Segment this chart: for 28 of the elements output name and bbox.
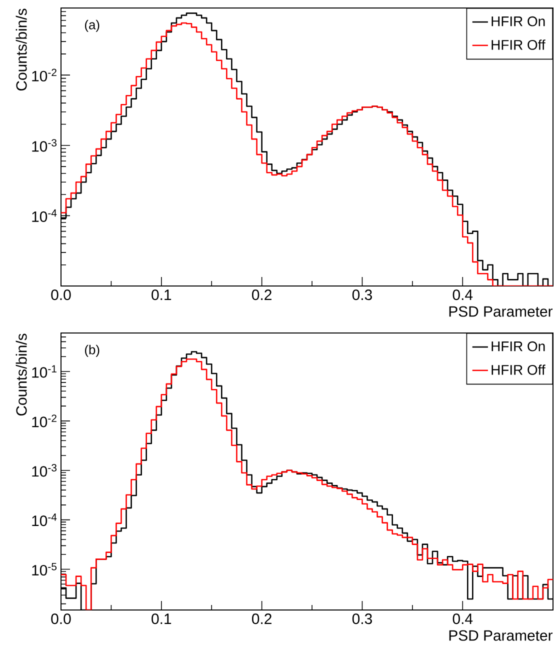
- y-tick-label: 10$^{-3}$: [32, 464, 57, 477]
- x-axis-title: PSD Parameter: [449, 630, 553, 641]
- y-axis-title: Counts/bin/s: [16, 334, 27, 416]
- y-tick-label: 10$^{-1}$: [32, 365, 56, 378]
- annotation: (a): [84, 20, 100, 32]
- x-tick-label: 0.0: [51, 290, 71, 300]
- x-tick-label: 0.1: [152, 614, 172, 624]
- legend-label: HFIR Off: [492, 364, 546, 375]
- legend-label: HFIR On: [492, 16, 545, 26]
- x-tick-label: 0.3: [352, 290, 372, 300]
- x-tick-label: 0.0: [51, 614, 71, 624]
- y-tick-label: 10$^{-5}$: [32, 563, 57, 576]
- y-tick-label: 10$^{-3}$: [32, 139, 57, 152]
- x-tick-label: 0.4: [452, 290, 473, 300]
- x-tick-label: 0.1: [152, 290, 172, 300]
- x-tick-label: 0.4: [452, 614, 473, 624]
- legend-label: HFIR On: [492, 341, 545, 352]
- y-tick-label: 10$^{-2}$: [32, 68, 56, 82]
- y-tick-label: 10$^{-4}$: [32, 209, 57, 222]
- legend-label: HFIR Off: [492, 40, 546, 50]
- annotation: (b): [84, 344, 100, 357]
- y-axis-title: Counts/bin/s: [16, 8, 27, 90]
- x-tick-label: 0.2: [252, 614, 272, 624]
- y-tick-label: 10$^{-4}$: [32, 514, 57, 526]
- x-tick-label: 0.3: [352, 614, 372, 624]
- x-tick-label: 0.2: [252, 290, 272, 300]
- x-axis-title: PSD Parameter: [449, 306, 553, 317]
- y-tick-label: 10$^{-2}$: [32, 414, 56, 428]
